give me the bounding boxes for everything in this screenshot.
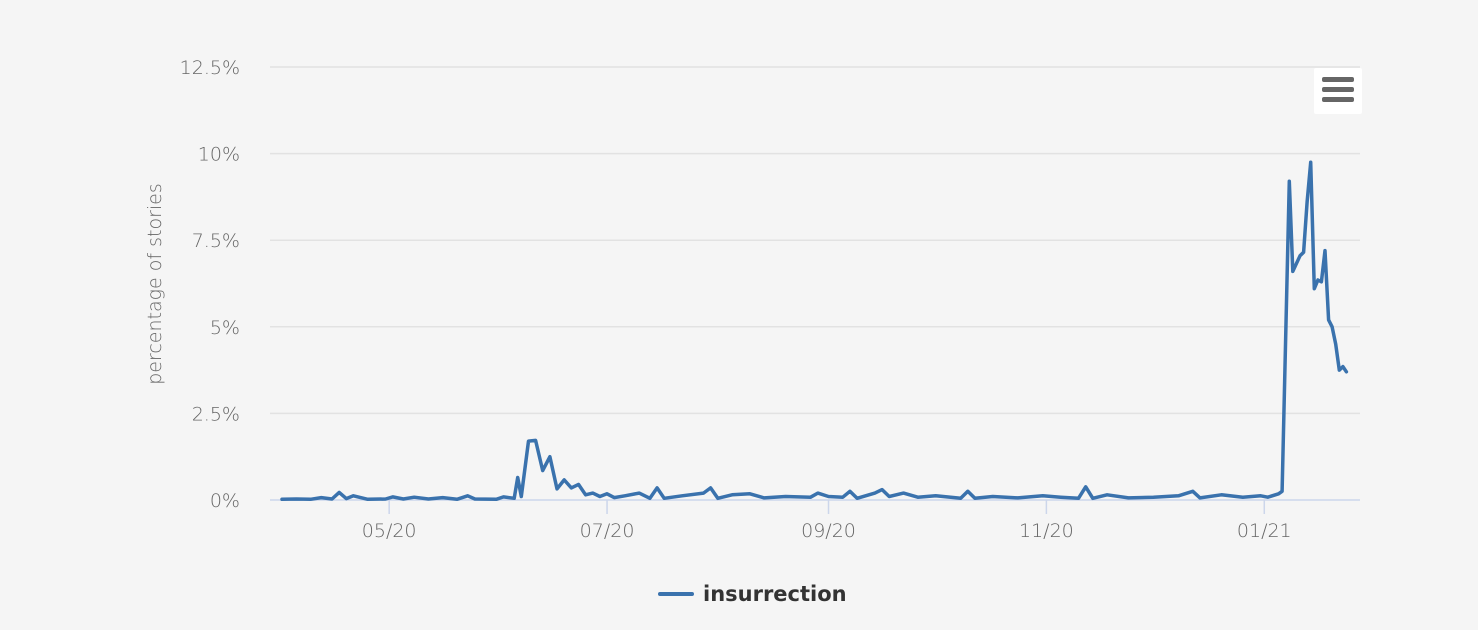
x-tick-label: 07/20 bbox=[580, 520, 635, 542]
y-tick-label: 10% bbox=[198, 144, 240, 166]
series-line-insurrection[interactable] bbox=[280, 160, 1349, 502]
y-tick-label: 12.5% bbox=[180, 57, 240, 79]
y-tick-label: 5% bbox=[210, 317, 240, 339]
y-axis-title: percentage of stories bbox=[144, 183, 166, 385]
hamburger-icon bbox=[1322, 77, 1354, 82]
chart-menu-button[interactable] bbox=[1314, 68, 1362, 114]
series-layer bbox=[280, 160, 1349, 502]
y-tick-label: 2.5% bbox=[192, 403, 240, 425]
hamburger-icon bbox=[1322, 87, 1354, 92]
gridlines bbox=[270, 66, 1360, 415]
y-tick-label: 0% bbox=[210, 490, 240, 512]
x-tick-label: 05/20 bbox=[362, 520, 417, 542]
x-tick-label: 11/20 bbox=[1019, 520, 1074, 542]
y-axis-ticks: 0% 2.5% 5% 7.5% 10% 12.5% bbox=[180, 57, 240, 512]
x-tick-label: 09/20 bbox=[801, 520, 856, 542]
x-axis: 05/20 07/20 09/20 11/20 01/21 bbox=[270, 499, 1360, 542]
y-tick-label: 7.5% bbox=[192, 230, 240, 252]
legend-item-insurrection[interactable]: insurrection bbox=[703, 582, 847, 606]
hamburger-icon bbox=[1322, 97, 1354, 102]
x-tick-label: 01/21 bbox=[1237, 520, 1292, 542]
legend[interactable]: insurrection bbox=[658, 582, 847, 606]
